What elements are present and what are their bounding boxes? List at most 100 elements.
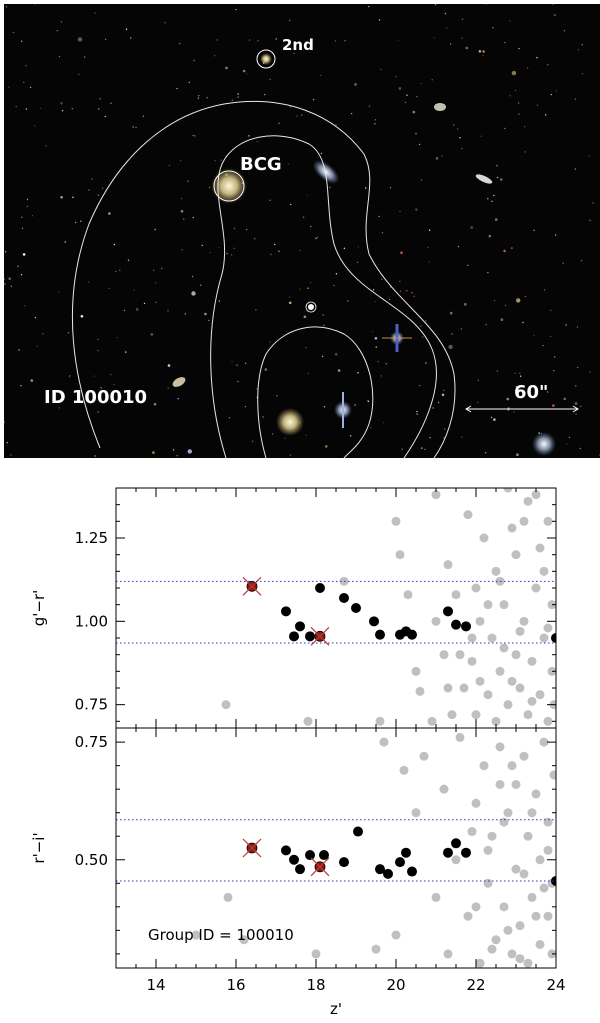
background-star <box>334 40 337 42</box>
background-star <box>20 385 22 387</box>
galaxy-group-image: 2nd BCG ID 100010 60" <box>4 4 600 458</box>
background-star <box>380 375 383 377</box>
background-star <box>477 401 479 404</box>
field-galaxy-point <box>527 656 537 666</box>
member-galaxy-point <box>375 629 385 640</box>
field-galaxy-point <box>511 779 521 789</box>
background-star <box>490 416 493 419</box>
background-star <box>431 79 433 81</box>
field-galaxy-point <box>523 831 533 841</box>
background-star <box>57 291 60 293</box>
background-star <box>536 57 538 59</box>
background-star <box>503 249 506 253</box>
background-star <box>389 186 392 189</box>
member-galaxy-point <box>295 864 305 875</box>
background-star <box>574 98 577 100</box>
field-galaxy-point <box>543 911 553 921</box>
field-galaxy-point <box>467 633 477 643</box>
second-brightest-label: 2nd <box>282 36 314 54</box>
background-star <box>303 315 307 319</box>
background-star <box>504 127 506 130</box>
background-star <box>334 352 338 356</box>
background-star <box>237 96 239 98</box>
background-star <box>176 455 178 457</box>
background-star <box>150 333 154 336</box>
background-star <box>23 81 25 84</box>
background-star <box>301 114 303 116</box>
background-star <box>45 145 47 147</box>
background-star <box>31 215 34 217</box>
background-star <box>181 249 183 251</box>
field-galaxy-point <box>487 831 497 841</box>
member-galaxy-point <box>339 857 349 868</box>
background-star <box>444 428 446 430</box>
background-star <box>446 27 448 29</box>
background-star <box>269 78 271 81</box>
x-tick-label: 22 <box>466 976 485 994</box>
background-star <box>522 321 524 324</box>
member-galaxy-point <box>407 866 417 877</box>
background-star <box>354 83 357 86</box>
background-star <box>305 347 307 349</box>
background-star <box>514 89 517 92</box>
background-star <box>201 244 203 247</box>
background-star <box>566 443 568 445</box>
background-star <box>321 355 324 358</box>
background-star <box>542 344 544 347</box>
member-galaxy-point <box>407 629 417 640</box>
field-galaxy-point <box>479 761 489 771</box>
field-galaxy-point <box>475 616 485 626</box>
background-star <box>42 333 44 335</box>
background-star <box>161 267 163 270</box>
background-star <box>526 67 529 69</box>
y-tick-label: 0.75 <box>75 733 108 751</box>
background-star <box>589 219 591 222</box>
background-star <box>154 228 156 231</box>
background-star <box>242 69 246 73</box>
background-star <box>580 259 583 262</box>
background-star <box>237 380 239 383</box>
field-galaxy-point <box>535 543 545 553</box>
background-star <box>549 335 552 338</box>
background-star <box>184 313 187 315</box>
background-star <box>337 369 341 372</box>
background-star <box>183 218 185 220</box>
field-galaxy-point <box>499 817 509 827</box>
background-star <box>395 76 397 78</box>
field-galaxy-point <box>411 808 421 818</box>
background-star <box>245 73 248 75</box>
field-galaxy-point <box>439 784 449 794</box>
background-star <box>374 300 376 303</box>
background-star <box>248 135 250 137</box>
star <box>308 304 314 310</box>
background-star <box>254 238 256 240</box>
background-star <box>116 336 118 339</box>
background-star <box>39 107 42 110</box>
background-star <box>574 168 577 170</box>
background-star <box>552 4 554 6</box>
field-galaxy-point <box>511 550 521 560</box>
background-star <box>231 360 233 363</box>
field-galaxy-point <box>507 949 517 959</box>
field-galaxy-point <box>471 798 481 808</box>
background-star <box>58 407 60 409</box>
background-star <box>21 216 23 218</box>
background-star <box>77 37 83 42</box>
background-star <box>433 37 436 39</box>
field-galaxy-point <box>455 650 465 660</box>
background-star <box>511 247 513 249</box>
background-star <box>487 271 489 274</box>
field-galaxy-point <box>443 683 453 693</box>
background-star <box>296 115 298 117</box>
background-star <box>398 87 402 90</box>
bcg-galaxy <box>211 168 247 204</box>
member-galaxy-point <box>289 631 299 642</box>
background-star <box>197 97 200 99</box>
background-star <box>289 454 292 456</box>
field-galaxy-point <box>527 696 537 706</box>
background-star <box>5 6 8 8</box>
field-galaxy-point <box>535 690 545 700</box>
background-star <box>422 336 424 338</box>
scale-arrow-left <box>465 405 472 413</box>
field-galaxy-point <box>547 600 556 610</box>
